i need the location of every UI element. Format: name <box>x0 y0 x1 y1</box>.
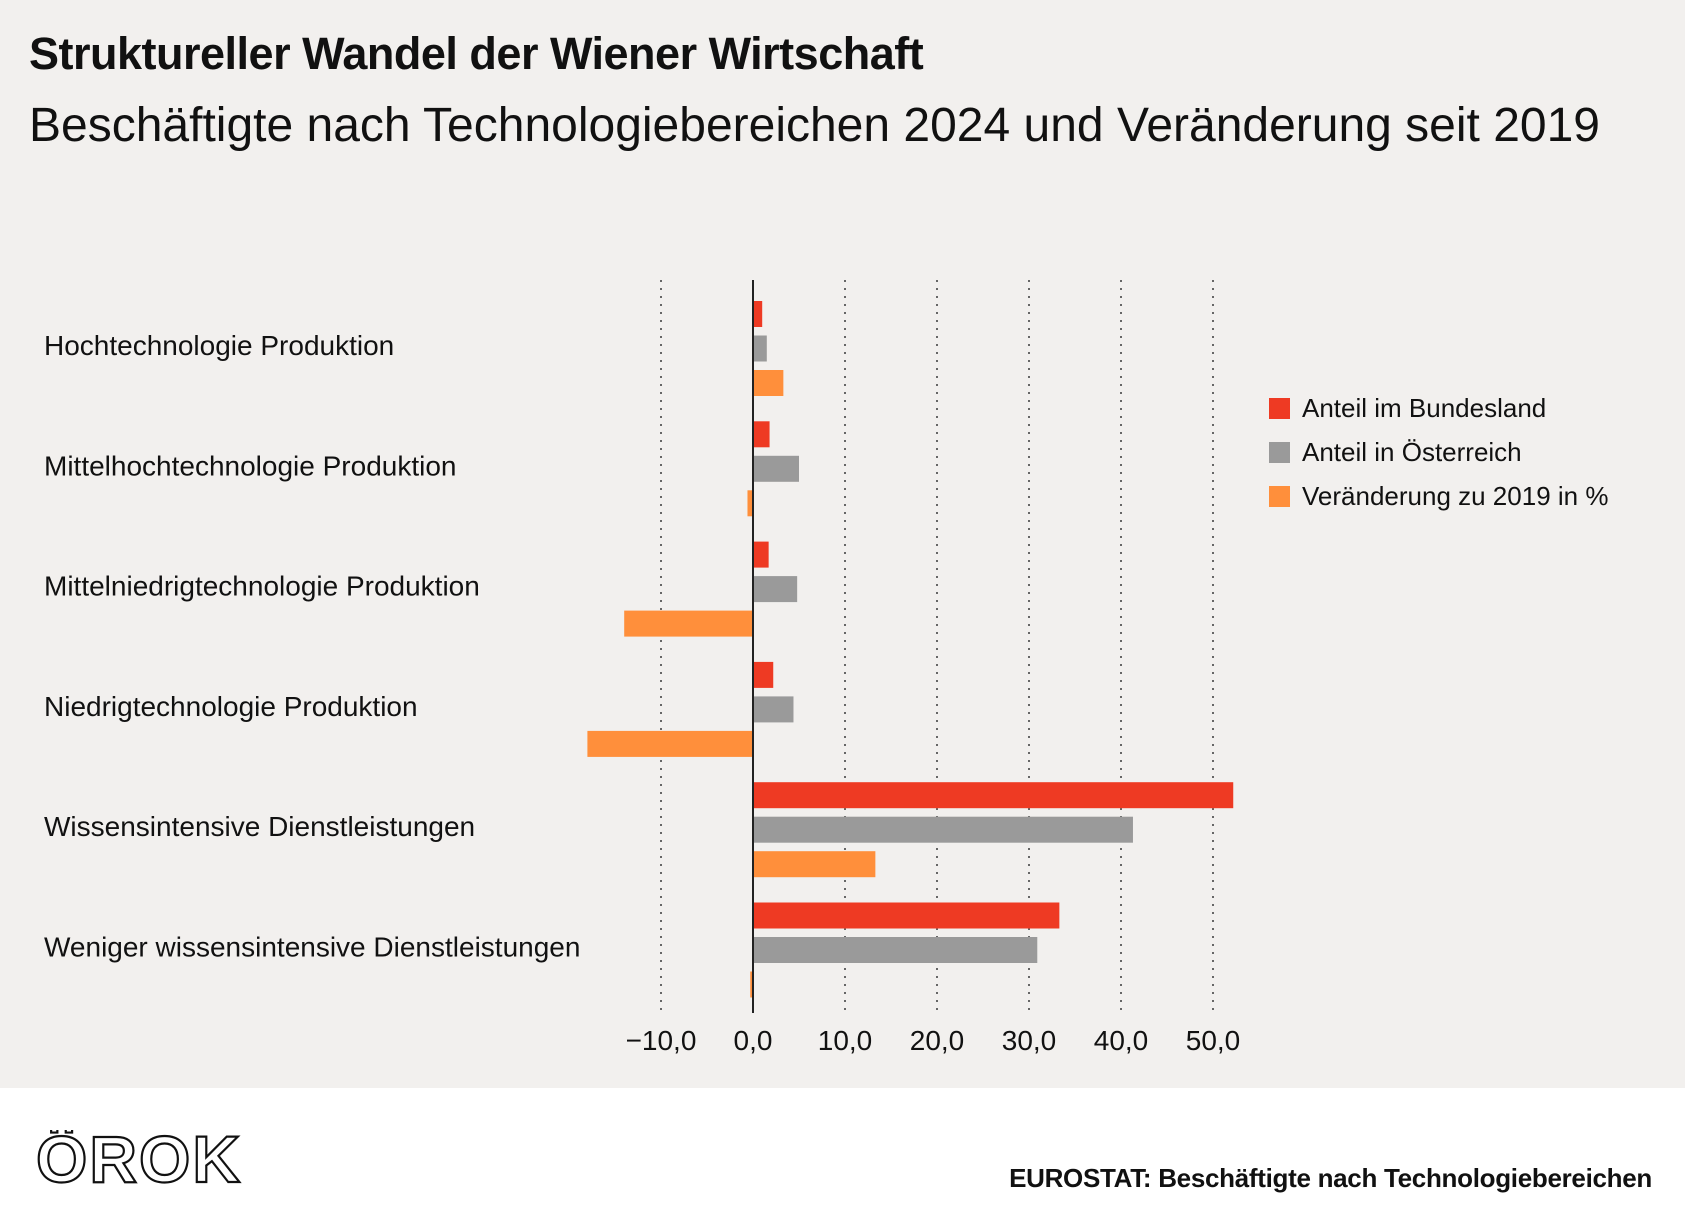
x-tick-label-0: −10,0 <box>626 1025 697 1056</box>
bar-wissensintensive-dienstleistungen-anteil-im-bundesland <box>753 782 1234 809</box>
chart-subtitle: Beschäftigte nach Technologiebereichen 2… <box>29 99 1600 152</box>
category-label-niedrigtechnologie-produktion: Niedrigtechnologie Produktion <box>44 691 418 722</box>
x-tick-label-6: 50,0 <box>1186 1025 1241 1056</box>
bar-mittelhochtechnologie-produktion-veraenderung-zu-2019-in <box>747 490 753 517</box>
bar-mittelniedrigtechnologie-produktion-anteil-in-oesterreich <box>753 576 798 603</box>
bar-niedrigtechnologie-produktion-veraenderung-zu-2019-in <box>587 730 753 757</box>
x-tick-label-3: 20,0 <box>910 1025 965 1056</box>
bar-weniger-wissensintensive-dienstleistungen-veraenderung-zu-2019-in <box>750 971 753 998</box>
chart-title: Struktureller Wandel der Wiener Wirtscha… <box>29 28 924 79</box>
x-tick-label-4: 30,0 <box>1002 1025 1057 1056</box>
x-tick-label-5: 40,0 <box>1094 1025 1149 1056</box>
bar-mittelniedrigtechnologie-produktion-anteil-im-bundesland <box>753 541 769 568</box>
bar-wissensintensive-dienstleistungen-veraenderung-zu-2019-in <box>753 851 876 878</box>
bar-hochtechnologie-produktion-anteil-in-oesterreich <box>753 335 767 362</box>
legend-swatch-anteil-im-bundesland <box>1269 398 1290 419</box>
legend: Anteil im Bundesland Anteil in Österreich… <box>1269 393 1608 511</box>
bar-hochtechnologie-produktion-veraenderung-zu-2019-in <box>753 370 784 396</box>
category-labels: Hochtechnologie Produktion Mittelhochtech… <box>44 330 580 963</box>
bar-mittelniedrigtechnologie-produktion-veraenderung-zu-2019-in <box>624 610 753 637</box>
x-tick-label-2: 10,0 <box>818 1025 873 1056</box>
bar-wissensintensive-dienstleistungen-anteil-in-oesterreich <box>753 816 1133 843</box>
x-tick-label-1: 0,0 <box>734 1025 773 1056</box>
bars <box>587 301 1234 998</box>
category-label-mittelhochtechnologie-produktion: Mittelhochtechnologie Produktion <box>44 450 456 481</box>
bar-chart: Hochtechnologie Produktion Mittelhochtech… <box>44 280 1608 1056</box>
legend-swatch-veraenderung-zu-2019-in <box>1269 486 1290 507</box>
legend-label-anteil-in-oesterreich: Anteil in Österreich <box>1302 437 1522 467</box>
bar-mittelhochtechnologie-produktion-anteil-im-bundesland <box>753 421 770 448</box>
category-label-wissensintensive-dienstleistungen: Wissensintensive Dienstleistungen <box>44 811 475 842</box>
source-note: EUROSTAT: Beschäftigte nach Technologieb… <box>1009 1163 1652 1193</box>
bar-weniger-wissensintensive-dienstleistungen-anteil-in-oesterreich <box>753 937 1038 963</box>
logo-text: ÖROK <box>36 1130 242 1188</box>
x-tick-labels: −10,0 0,0 10,0 20,0 30,0 40,0 50,0 <box>626 1025 1241 1056</box>
legend-swatch-anteil-in-oesterreich <box>1269 442 1290 463</box>
oerok-logo: ÖROK <box>36 1130 242 1188</box>
category-label-hochtechnologie-produktion: Hochtechnologie Produktion <box>44 330 394 361</box>
category-label-weniger-wissensintensive-dienstleistungen: Weniger wissensintensive Dienstleistunge… <box>44 932 580 963</box>
bar-hochtechnologie-produktion-anteil-im-bundesland <box>753 301 763 327</box>
legend-label-veraenderung-zu-2019-in: Veränderung zu 2019 in % <box>1302 481 1608 511</box>
bar-weniger-wissensintensive-dienstleistungen-anteil-im-bundesland <box>753 902 1060 929</box>
bar-niedrigtechnologie-produktion-anteil-im-bundesland <box>753 661 774 688</box>
bar-niedrigtechnologie-produktion-anteil-in-oesterreich <box>753 696 794 723</box>
bar-mittelhochtechnologie-produktion-anteil-in-oesterreich <box>753 455 799 482</box>
legend-label-anteil-im-bundesland: Anteil im Bundesland <box>1302 393 1546 423</box>
category-label-mittelniedrigtechnologie-produktion: Mittelniedrigtechnologie Produktion <box>44 571 480 602</box>
